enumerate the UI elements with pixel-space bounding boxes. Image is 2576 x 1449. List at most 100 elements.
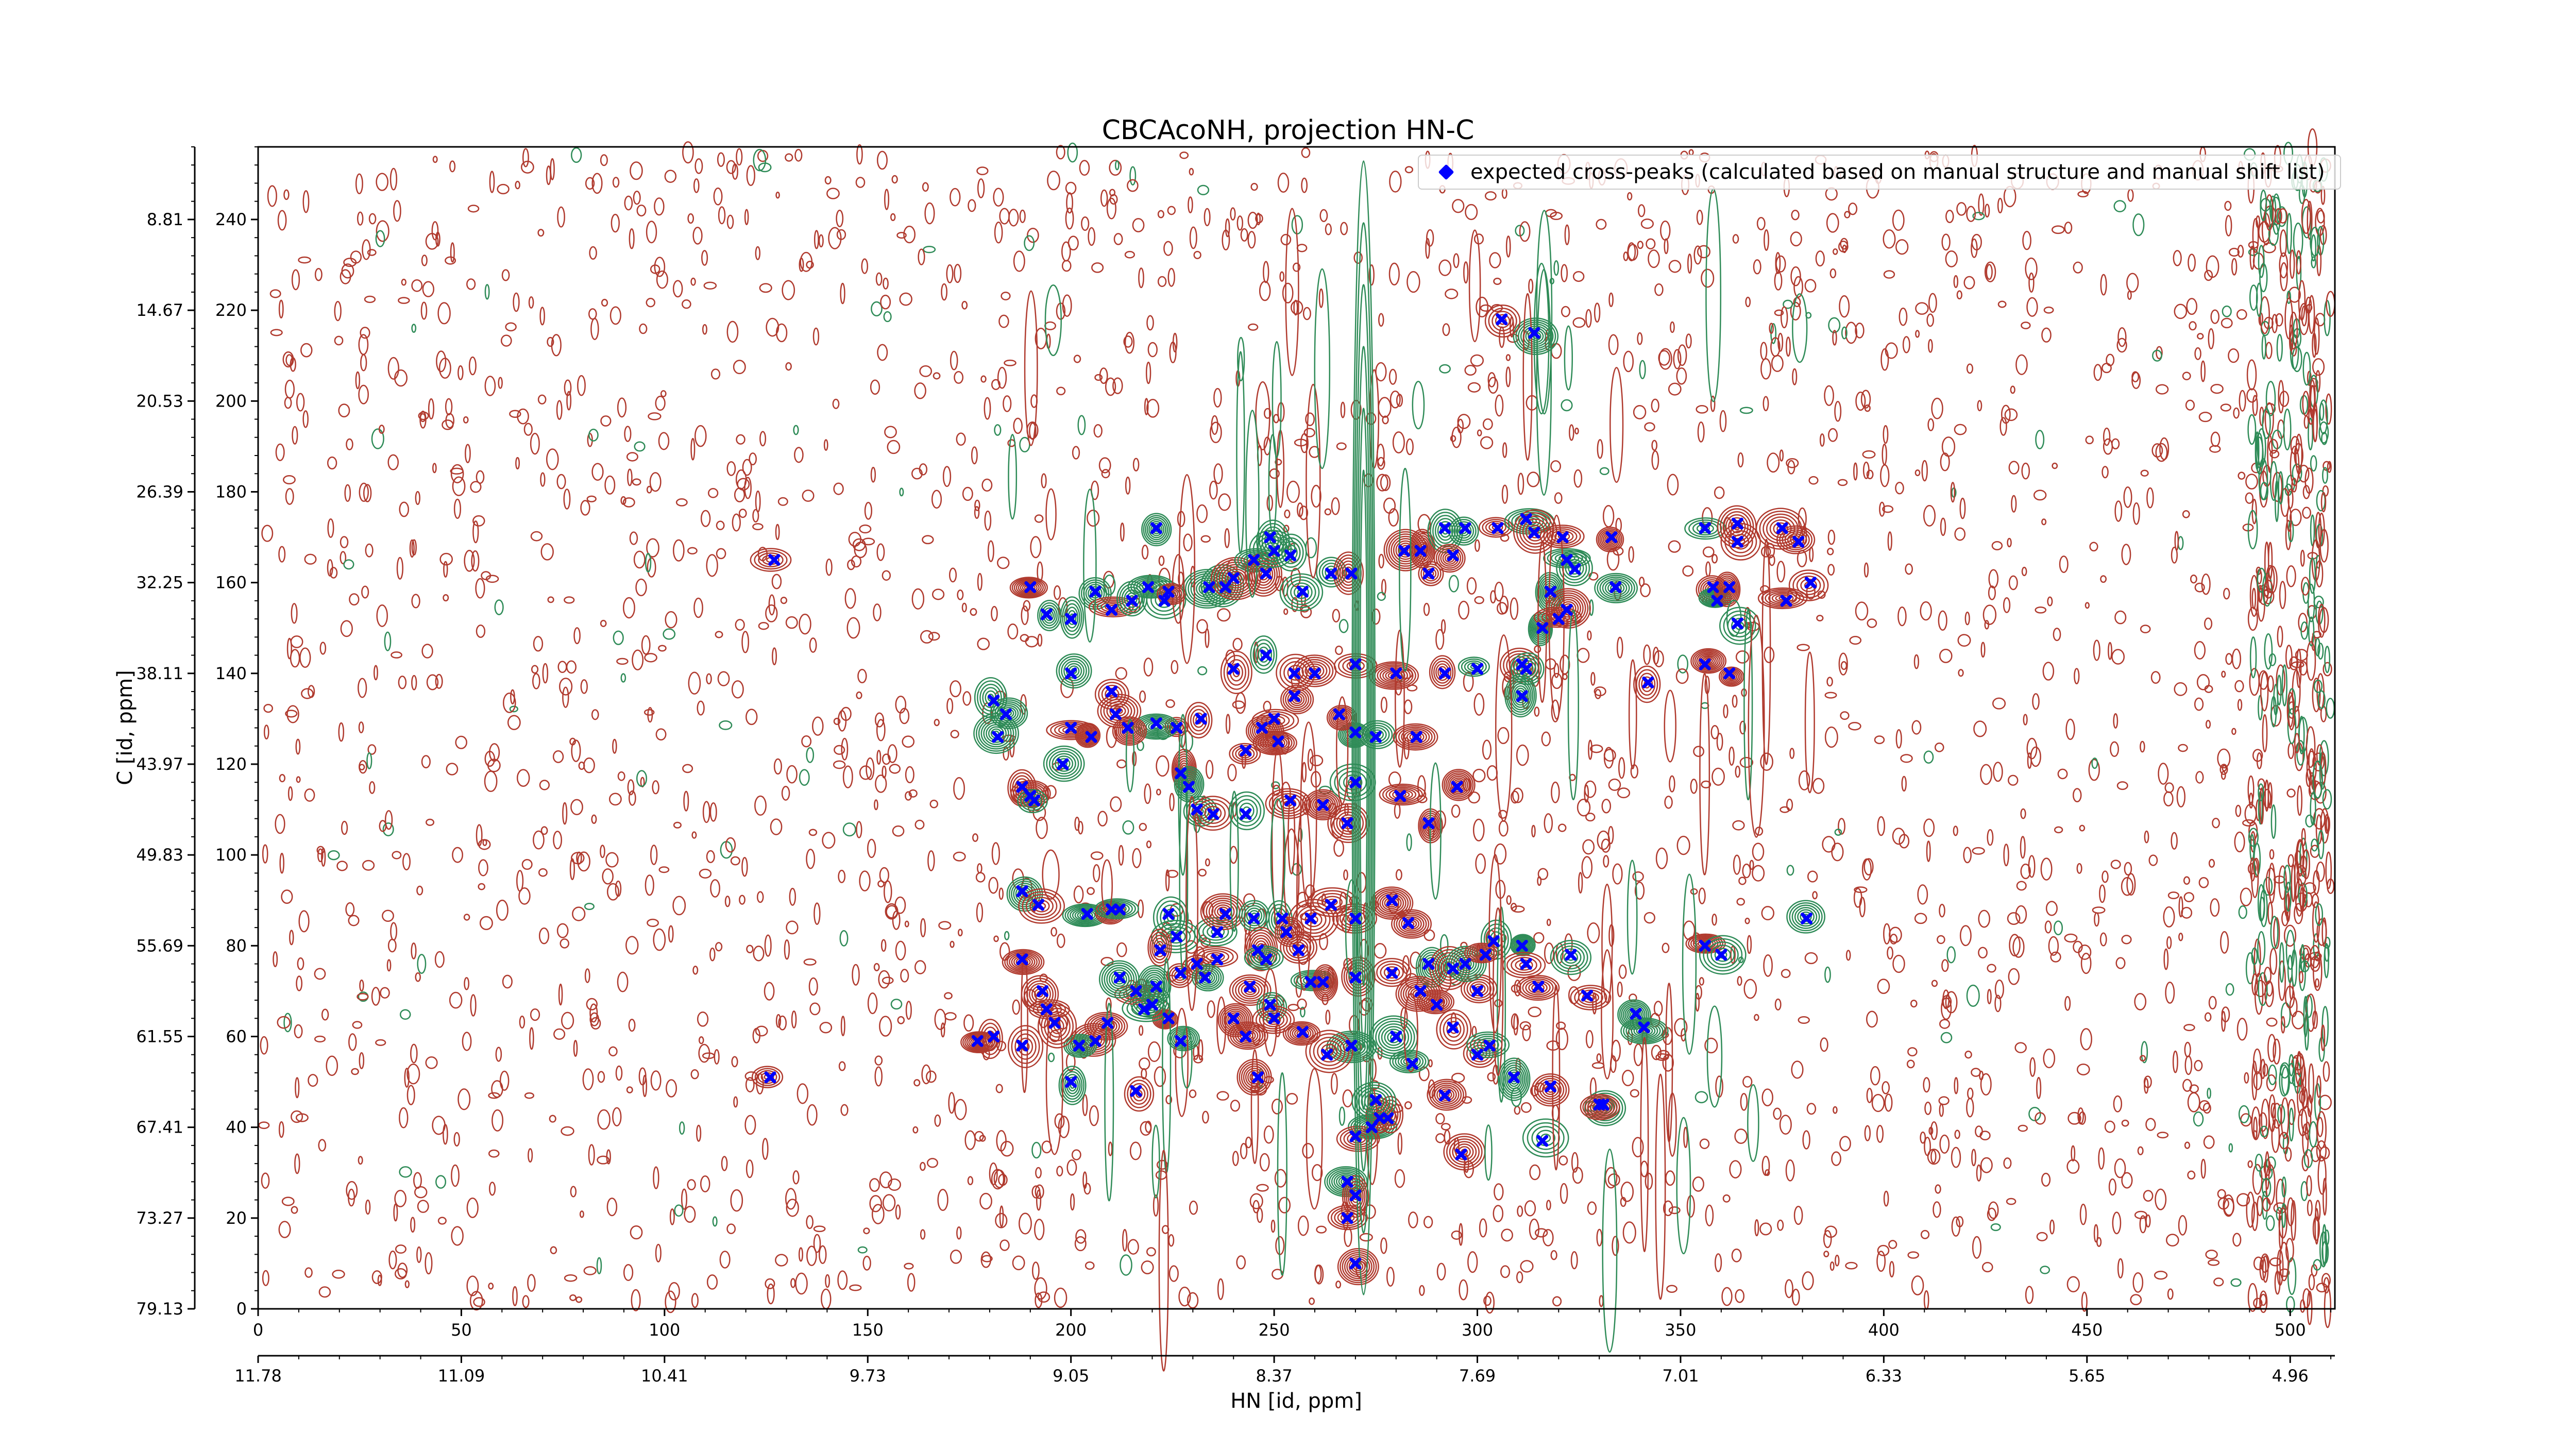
noise-contour [2020,808,2026,819]
noise-contour [1883,1190,1889,1207]
noise-contour [1487,372,1496,387]
noise-contour [1980,1157,1993,1173]
peak-marker [1073,1039,1085,1052]
peak-contour [1362,722,1393,747]
noise-contour [1458,600,1469,620]
peak-contour [1260,734,1290,752]
noise-contour [1978,947,1988,959]
noise-contour [577,851,590,872]
noise-contour [2080,952,2092,974]
edge-contour [2326,291,2335,317]
peak-contour [1358,1087,1391,1116]
edge-contour [2265,342,2273,359]
noise-contour [612,738,617,754]
noise-contour [2121,1172,2133,1189]
y-ppm-tick-label: 32.25 [136,573,183,593]
noise-contour [1616,636,1623,659]
noise-contour [431,221,439,241]
edge-contour [2291,864,2296,902]
noise-contour [1056,145,1065,160]
contour-layer [258,128,2335,1372]
noise-contour [2253,857,2260,878]
noise-contour [302,190,310,213]
peak-contour [1401,728,1430,746]
peak-marker [1106,903,1118,916]
noise-contour [1103,574,1116,596]
noise-contour [1035,1292,1043,1308]
noise-contour [726,214,734,229]
noise-contour [556,923,569,938]
noise-contour [2043,306,2054,314]
peak-marker [988,695,1000,707]
peak-marker [1414,545,1427,557]
peak-marker [1471,985,1484,997]
noise-contour [1760,752,1773,771]
peak-contour [1450,777,1467,793]
noise-contour [1584,784,1589,803]
noise-contour [287,786,293,801]
noise-contour [371,1270,382,1284]
noise-contour [1252,1200,1260,1214]
edge-contour [2257,931,2266,965]
noise-contour [1259,1153,1270,1172]
noise-contour [295,1113,309,1122]
peak-contour [1482,518,1510,536]
noise-contour [875,272,883,286]
peak-contour [1455,523,1472,539]
noise-contour [2184,1141,2191,1149]
noise-contour [964,1130,976,1150]
noise-contour [753,946,765,962]
peak-contour [990,697,1028,729]
noise-contour [2023,714,2028,726]
edge-contour [2324,942,2329,979]
streak-contour [1412,380,1425,430]
noise-contour [762,1138,769,1160]
y-tick-label: 220 [215,300,247,320]
streak-contour [1699,673,1710,875]
peak-contour [750,548,792,572]
noise-contour [1198,1039,1204,1060]
peak-contour [1504,673,1537,718]
noise-contour [1646,238,1656,250]
peak-marker [1138,1003,1150,1016]
peak-contour [1445,772,1472,798]
noise-contour [1997,197,2003,214]
noise-contour [1141,545,1149,560]
noise-contour [2240,1113,2252,1127]
noise-contour [999,942,1010,961]
noise-contour [2200,1158,2206,1179]
noise-contour [822,832,836,849]
noise-contour [393,1203,398,1222]
streak-contour [1484,1124,1493,1181]
peak-marker [1130,1085,1142,1097]
noise-contour [2076,863,2082,874]
peak-contour [1607,582,1625,595]
noise-contour [920,630,934,644]
peak-contour [966,1034,991,1050]
noise-contour [1569,424,1574,441]
peak-contour [1334,1209,1362,1226]
peak-contour [1022,891,1061,921]
noise-contour [1394,802,1401,819]
noise-contour [1608,778,1621,791]
noise-contour [1802,1271,1814,1290]
noise-contour [1280,233,1292,246]
noise-contour [859,524,872,534]
noise-contour [641,635,651,655]
noise-contour [697,1011,709,1027]
noise-contour [891,175,898,184]
noise-contour [1696,405,1708,414]
edge-contour [2249,834,2255,862]
noise-contour [869,1195,883,1212]
noise-contour [2194,697,2204,711]
noise-contour [687,1179,696,1190]
noise-contour [1109,189,1116,197]
peak-marker [1715,949,1727,961]
noise-contour [1883,425,1889,444]
peak-marker [1341,1212,1353,1224]
streak-contour [1151,1124,1160,1199]
peak-contour [1065,606,1079,629]
peak-contour [1731,617,1749,634]
edge-contour [2298,280,2306,321]
noise-contour [1676,367,1687,385]
